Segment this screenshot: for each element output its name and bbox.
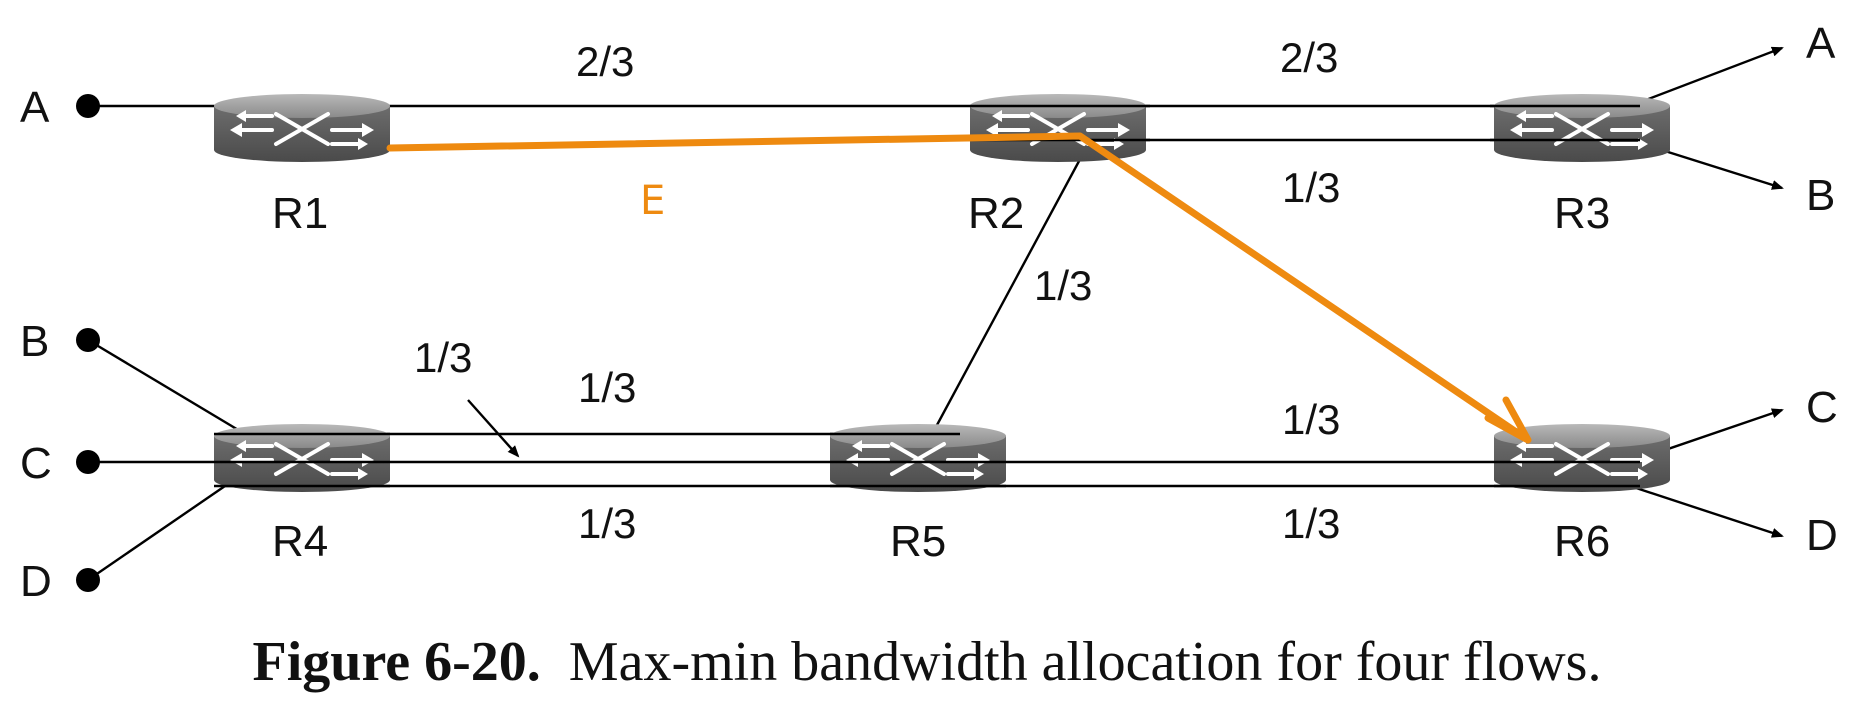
router-label-r2: R2: [968, 189, 1024, 238]
source-label-a: A: [20, 83, 50, 132]
rate-r4-r5-top: 1/3: [578, 364, 636, 411]
destination-label-a: A: [1806, 19, 1836, 68]
flow-e-path: [386, 132, 1529, 442]
source-dot-c: [76, 450, 100, 474]
flow-e-arrowhead: [1484, 396, 1532, 444]
through-lines: [214, 104, 1640, 488]
router-icon-r3: [1492, 92, 1672, 164]
router-label-r3: R3: [1554, 189, 1610, 238]
router-icon-r2: [968, 92, 1148, 164]
router-labels: R1 R2 R3 R4 R5 R6: [272, 189, 1610, 566]
source-dot-d: [76, 568, 100, 592]
figure-number: Figure 6-20.: [252, 631, 541, 693]
rate-r5-r6-top: 1/3: [1282, 396, 1340, 443]
rate-r2-r3-bottom: 1/3: [1282, 164, 1340, 211]
router-icon-r1: [212, 92, 392, 164]
flow-e-label: E: [640, 178, 665, 224]
source-label-b: B: [20, 317, 49, 366]
routers: [212, 92, 1672, 494]
figure-caption-text: Max-min bandwidth allocation for four fl…: [568, 631, 1602, 693]
router-label-r5: R5: [890, 517, 946, 566]
source-dot-b: [76, 328, 100, 352]
destination-label-c: C: [1806, 383, 1838, 432]
destination-label-b: B: [1806, 171, 1835, 220]
router-label-r1: R1: [272, 189, 328, 238]
source-dots: [76, 94, 100, 592]
rate-labels: 2/3 2/3 1/3 1/3 1/3 1/3 1/3 1/3 1/3: [414, 34, 1340, 547]
router-label-r6: R6: [1554, 517, 1610, 566]
figure-caption: Figure 6-20. Max-min bandwidth allocatio…: [0, 630, 1854, 694]
source-label-d: D: [20, 557, 52, 606]
destination-label-d: D: [1806, 511, 1838, 560]
rate-r5-r6-bottom: 1/3: [1282, 500, 1340, 547]
rate-r2-r3-top: 2/3: [1280, 34, 1338, 81]
rate-r1-r2-top: 2/3: [576, 38, 634, 85]
network-diagram: E R1 R2 R3 R4 R5 R6 A B C D A B C D 2/3 …: [20, 19, 1838, 606]
source-dot-a: [76, 94, 100, 118]
rate-r2-r5: 1/3: [1034, 262, 1092, 309]
endpoint-labels: A B C D A B C D: [20, 19, 1838, 606]
rate-r4-arrow: 1/3: [414, 334, 472, 381]
source-label-c: C: [20, 439, 52, 488]
router-label-r4: R4: [272, 517, 328, 566]
rate-r4-r5-bottom: 1/3: [578, 500, 636, 547]
flow-e-annotation: E: [386, 132, 1532, 444]
